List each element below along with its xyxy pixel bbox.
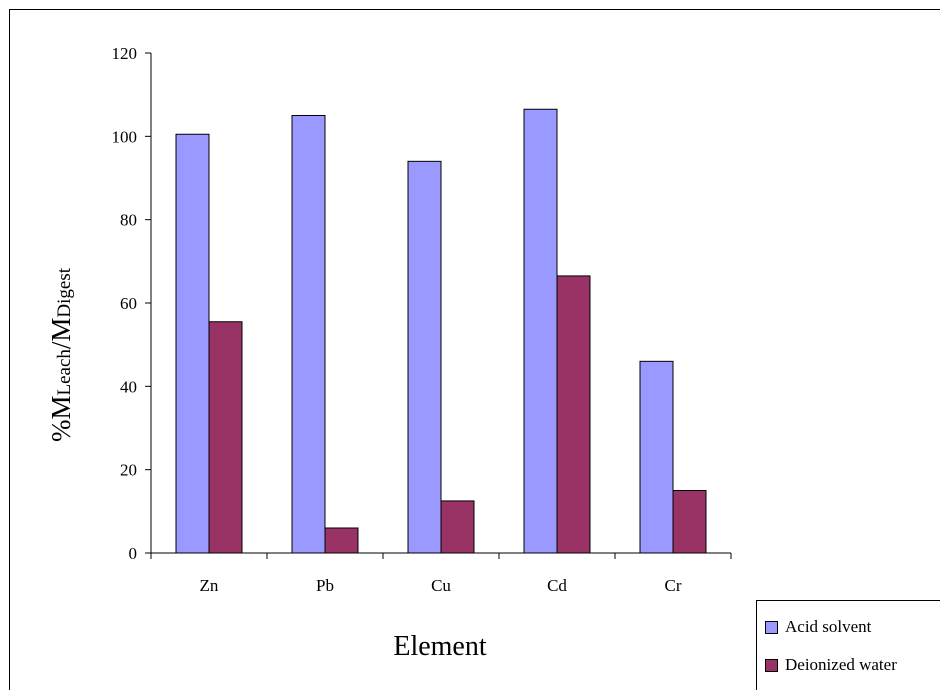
bar-deionized-water-cu xyxy=(440,500,475,554)
y-axis-title-part: %M xyxy=(46,396,76,443)
y-axis-title-sub: Digest xyxy=(54,267,75,317)
legend-swatch xyxy=(765,620,778,634)
bar-acid-solvent-zn xyxy=(175,133,210,554)
y-axis-title: %MLeach/MDigest xyxy=(46,267,76,442)
bar-acid-solvent-cu xyxy=(407,160,442,554)
bar-deionized-water-zn xyxy=(208,321,243,554)
y-tick-label: 80 xyxy=(120,211,137,230)
y-tick-label: 0 xyxy=(129,544,138,563)
bar-acid-solvent-cd xyxy=(523,108,558,554)
y-axis-title-sub: Leach xyxy=(54,349,75,396)
y-tick-label: 40 xyxy=(120,377,137,396)
bar-deionized-water-cd xyxy=(556,275,591,554)
x-tick-label: Pb xyxy=(316,576,334,595)
legend-swatch xyxy=(765,658,778,672)
legend-label: Deionized water xyxy=(785,655,897,674)
bar-acid-solvent-pb xyxy=(291,115,326,554)
legend-item-deionized-water: Deionized water xyxy=(765,655,897,675)
x-axis-title: Element xyxy=(393,631,487,662)
y-tick-label: 20 xyxy=(120,461,137,480)
x-tick-label: Zn xyxy=(200,576,219,595)
x-tick-label: Cd xyxy=(547,576,567,595)
bar-deionized-water-cr xyxy=(672,490,707,554)
y-tick-label: 100 xyxy=(112,127,138,146)
legend: Acid solvent Deionized water xyxy=(756,600,940,690)
y-axis-title-part: /M xyxy=(46,318,76,350)
y-tick-label: 60 xyxy=(120,294,137,313)
x-tick-label: Cr xyxy=(665,576,682,595)
y-axis: 0 20 40 60 80 100 120 xyxy=(112,44,152,563)
y-tick-label: 120 xyxy=(112,44,138,63)
chart-frame xyxy=(9,9,940,690)
x-axis: Zn Pb Cu Cd Cr xyxy=(150,552,732,595)
bar-acid-solvent-cr xyxy=(639,360,674,554)
legend-label: Acid solvent xyxy=(785,617,872,636)
bar-deionized-water-pb xyxy=(324,527,359,554)
bars-group xyxy=(175,108,707,554)
x-tick-label: Cu xyxy=(431,576,451,595)
legend-item-acid-solvent: Acid solvent xyxy=(765,617,871,637)
